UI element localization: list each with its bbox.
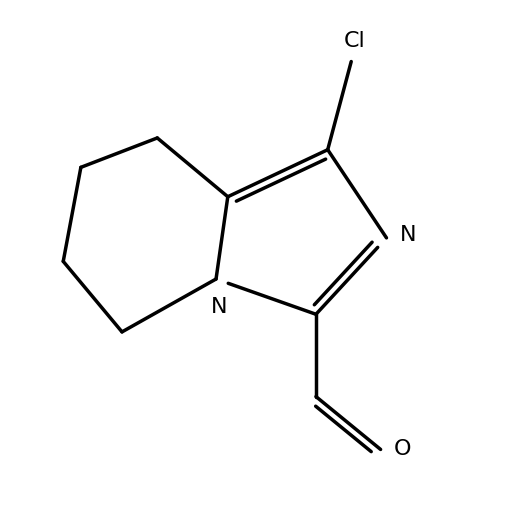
Text: Cl: Cl <box>343 31 365 51</box>
Text: N: N <box>400 225 416 245</box>
Text: N: N <box>211 297 227 317</box>
Text: O: O <box>394 439 411 459</box>
